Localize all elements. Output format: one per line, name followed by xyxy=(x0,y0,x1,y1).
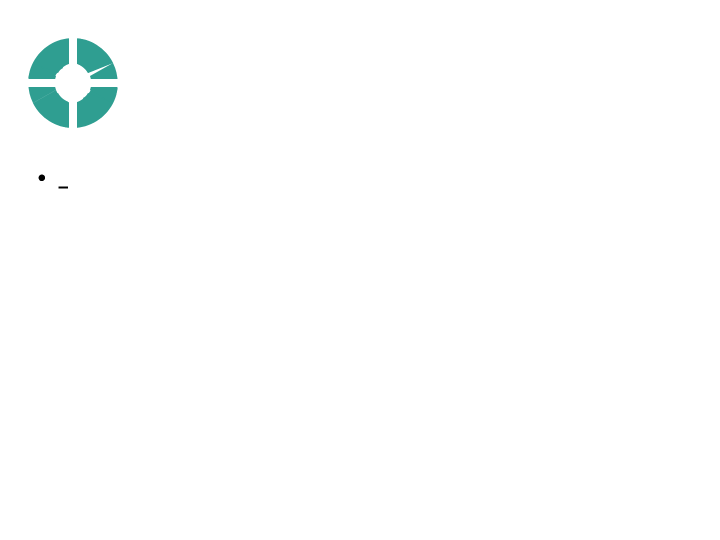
bullet-content xyxy=(32,162,372,174)
histology-image xyxy=(375,155,705,465)
logo xyxy=(18,28,128,138)
